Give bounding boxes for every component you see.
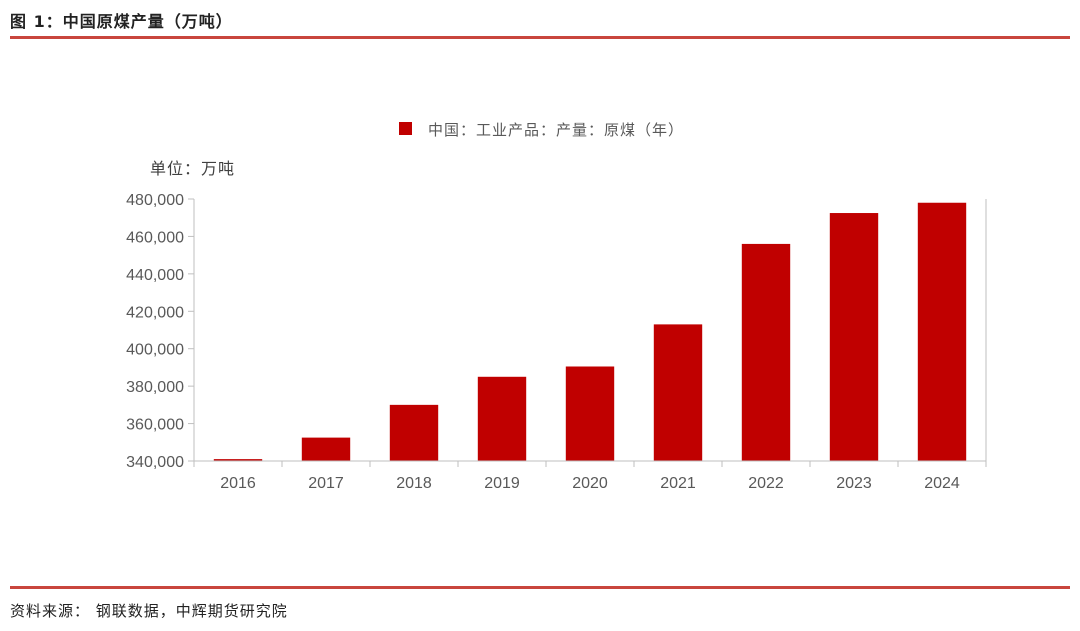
- y-tick-label: 460,000: [126, 229, 184, 246]
- x-tick-label: 2024: [924, 475, 960, 492]
- y-tick-label: 380,000: [126, 379, 184, 396]
- bottom-rule: [10, 586, 1070, 589]
- x-tick-label: 2019: [484, 475, 520, 492]
- y-tick-label: 340,000: [126, 454, 184, 471]
- y-axis-unit-label: 单位：万吨: [150, 159, 235, 178]
- source-note: 资料来源： 钢联数据，中辉期货研究院: [10, 602, 288, 620]
- y-tick-label: 480,000: [126, 192, 184, 209]
- bar-2021: [653, 324, 703, 461]
- x-tick-label: 2020: [572, 475, 608, 492]
- bar-2020: [565, 366, 615, 461]
- legend-swatch: [399, 122, 412, 135]
- x-tick-label: 2018: [396, 475, 432, 492]
- x-axis: 2016 2017 2018 2019 2020 2021 2022 2023 2024: [193, 460, 987, 492]
- y-tick-label: 420,000: [126, 304, 184, 321]
- top-rule: [10, 36, 1070, 39]
- x-tick-label: 2017: [308, 475, 344, 492]
- bar-2016: [213, 459, 263, 461]
- legend-label: 中国：工业产品：产量：原煤（年）: [428, 121, 684, 139]
- bar-2023: [829, 213, 879, 461]
- y-tick-label: 400,000: [126, 342, 184, 359]
- x-tick-label: 2022: [748, 475, 784, 492]
- bar-2019: [477, 376, 527, 461]
- figure-title: 图 1：中国原煤产量（万吨）: [10, 12, 233, 31]
- x-tick-label: 2016: [220, 475, 256, 492]
- y-tick-label: 440,000: [126, 267, 184, 284]
- bar-2017: [301, 437, 351, 461]
- x-tick-label: 2023: [836, 475, 872, 492]
- y-tick-label: 360,000: [126, 417, 184, 434]
- x-tick-label: 2021: [660, 475, 696, 492]
- chart-legend: 中国：工业产品：产量：原煤（年）: [399, 121, 684, 139]
- bar-2018: [389, 404, 439, 461]
- y-axis: 340,000 360,000 380,000 400,000 420,000 440,0…: [126, 192, 987, 471]
- bar-2024: [917, 202, 967, 461]
- bar-series: [213, 202, 967, 461]
- bar-2022: [741, 243, 791, 461]
